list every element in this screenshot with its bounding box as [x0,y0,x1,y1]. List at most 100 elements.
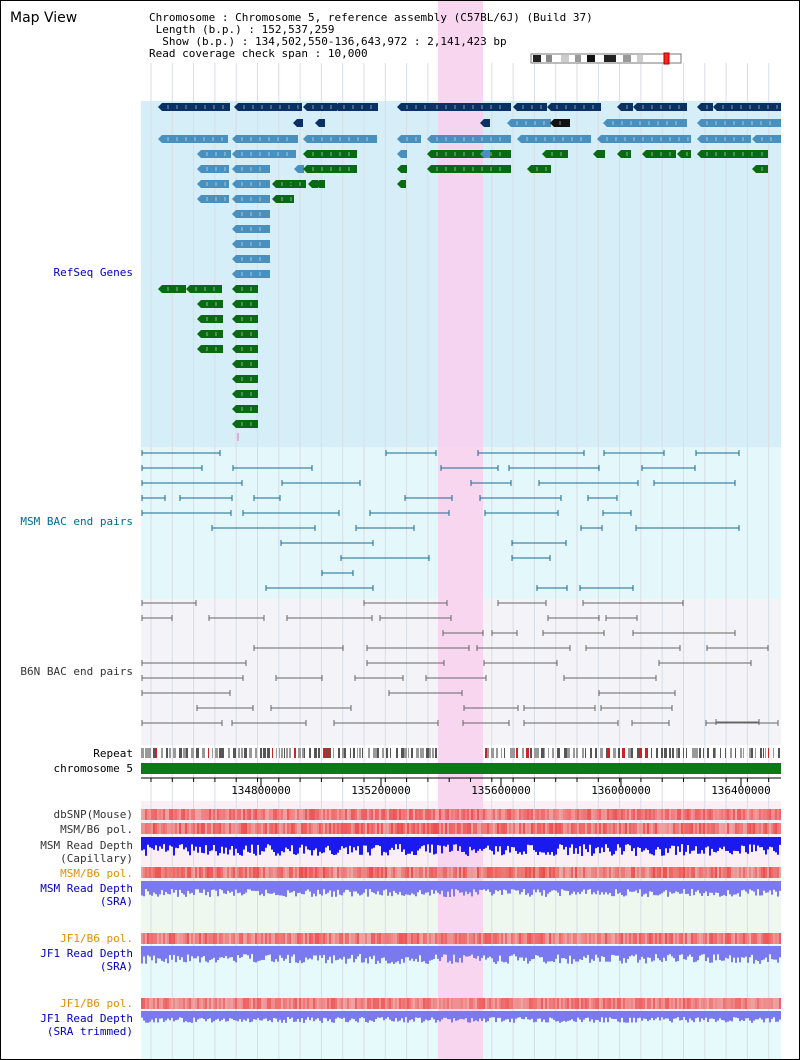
heat-cell [613,809,615,820]
depth-bar [715,881,717,893]
track-label-refseq[interactable]: RefSeq Genes [53,266,133,279]
depth-bar [625,1011,627,1023]
depth-bar [251,881,253,891]
heat-cell [291,998,293,1009]
heat-cell [593,867,595,878]
depth-bar [463,946,465,956]
track-label-b6n-bac[interactable]: B6N BAC end pairs [20,665,133,678]
heat-cell [313,933,315,944]
depth-bar [461,837,463,852]
depth-bar [315,946,317,956]
heat-cell [649,823,651,834]
heat-cell [141,867,143,878]
heat-cell [533,867,535,878]
repeat-feature [241,748,243,758]
depth-bar [159,837,161,847]
heat-cell [173,998,175,1009]
heat-cell [729,809,731,820]
heat-cell [359,998,361,1009]
depth-bar [491,837,493,852]
heat-cell [487,823,489,834]
depth-bar [187,837,189,852]
track-label-msm-depth-cap-1[interactable]: MSM Read Depth [40,839,133,852]
track-label-msm-pol-1[interactable]: MSM/B6 pol. [60,823,133,836]
heat-cell [309,823,311,834]
track-label-jf1-depth-trim-1[interactable]: JF1 Read Depth [40,1012,133,1025]
repeat-feature [238,748,240,758]
heat-cell [389,933,391,944]
track-label-jf1-depth-sra-1[interactable]: JF1 Read Depth [40,947,133,960]
heat-cell [535,809,537,820]
heat-cell [719,998,721,1009]
depth-bar [705,881,707,892]
heat-cell [509,823,511,834]
heat-cell [205,933,207,944]
heat-cell [749,823,751,834]
depth-bar [469,1011,471,1023]
track-label-repeat[interactable]: Repeat [93,747,133,760]
track-label-msm-bac[interactable]: MSM BAC end pairs [20,515,133,528]
depth-bar [473,881,475,890]
gene-strand-arrow [232,195,236,203]
heat-cell [379,867,381,878]
heat-cell [763,933,765,944]
repeat-feature [416,748,419,758]
depth-bar [499,881,501,891]
heat-cell [741,809,743,820]
depth-bar [189,1011,191,1023]
depth-bar [639,946,641,960]
heat-cell [395,933,397,944]
heat-cell [237,867,239,878]
heat-cell [755,809,757,820]
repeat-feature [183,748,186,758]
heat-cell [369,867,371,878]
depth-bar [427,881,429,893]
heat-cell [643,809,645,820]
depth-bar [169,837,171,846]
depth-bar [183,881,185,895]
repeat-feature [279,748,280,758]
track-label-jf1-pol-1[interactable]: JF1/B6 pol. [60,932,133,945]
heat-cell [773,809,775,820]
refseq-gene [752,150,768,158]
depth-bar [369,946,371,957]
heat-cell [509,998,511,1009]
depth-bar [261,837,263,852]
depth-bar [715,946,717,961]
depth-bar [529,946,531,962]
depth-bar [697,837,699,854]
refseq-gene [542,150,568,158]
depth-bar [409,837,411,854]
track-label-msm-depth-sra-1[interactable]: MSM Read Depth [40,882,133,895]
heat-cell [495,998,497,1009]
depth-bar [365,1011,367,1022]
depth-bar [647,1011,649,1022]
b6n-bac-pair [363,600,448,606]
depth-bar [259,946,261,961]
depth-bar [753,1011,755,1021]
heat-cell [629,809,631,820]
repeat-feature [768,748,769,758]
heat-cell [251,823,253,834]
heat-cell [689,823,691,834]
gene-strand-arrow [480,150,484,158]
msm-bac-pair [602,510,632,516]
track-label-jf1-pol-2[interactable]: JF1/B6 pol. [60,997,133,1010]
heat-cell [187,867,189,878]
heat-cell [373,867,375,878]
depth-bar [499,1011,501,1018]
depth-bar [425,1011,427,1020]
depth-bar [537,946,539,956]
repeat-feature [294,748,296,758]
track-label-msm-pol-2[interactable]: MSM/B6 pol. [60,867,133,880]
heat-cell [705,823,707,834]
depth-bar [643,881,645,895]
heat-cell [569,867,571,878]
heat-cell [497,867,499,878]
gene-block [190,103,230,111]
track-label-dbsnp[interactable]: dbSNP(Mouse) [53,808,133,821]
depth-bar [539,837,541,852]
heat-cell [239,867,241,878]
depth-bar [153,837,155,850]
